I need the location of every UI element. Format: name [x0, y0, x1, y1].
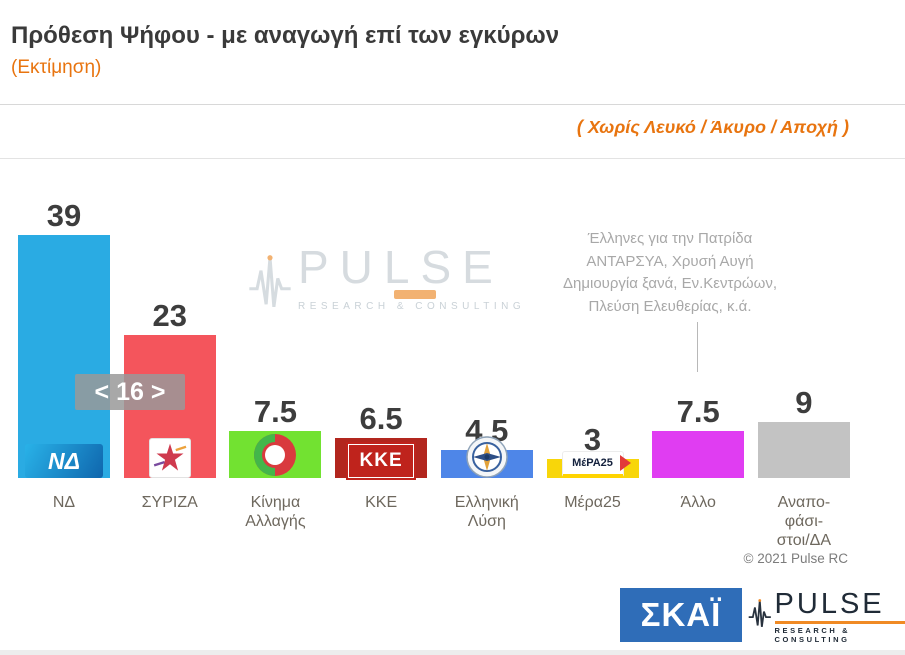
divider-top: [0, 104, 905, 105]
bar-0: [18, 235, 110, 478]
nd-logo: ΝΔ: [25, 444, 103, 478]
bar-column: 9 Αναπο- φάσι- στοι/ΔΑ: [757, 170, 850, 551]
bar-zone: 23: [123, 170, 216, 478]
bar-zone: 9: [757, 170, 850, 478]
mera25-logo: ΜέΡΑ25: [561, 451, 631, 478]
category-label: Αναπο- φάσι- στοι/ΔΑ: [776, 494, 832, 550]
ellysi-logo: [466, 436, 508, 478]
lead-difference-badge: < 16 >: [75, 374, 185, 410]
page-title: Πρόθεση Ψήφου - με αναγωγή επί των εγκύρ…: [11, 22, 560, 49]
pulse-footer-brand: PULSE: [774, 588, 885, 620]
bar-column: 23 ΣΥΡΙΖΑ: [123, 170, 216, 551]
kinal-logo: [252, 432, 298, 478]
bar-zone: 6.5 ΚΚΕ: [335, 170, 428, 480]
bar-column: 3 ΜέΡΑ25 Μέρα25: [546, 170, 639, 551]
bar-columns: 39 ΝΔ ΝΔ 23 ΣΥΡΙΖΑ 7.5 Κίνημα Αλλαγής 6.5 ΚΚΕ ΚΚΕ…: [18, 170, 850, 551]
annotation-pointer-line: [697, 322, 698, 372]
copyright: © 2021 Pulse RC: [743, 551, 849, 566]
category-label: ΚΚΕ: [365, 494, 398, 511]
category-label: ΣΥΡΙΖΑ: [141, 494, 198, 511]
bar-zone: 3 ΜέΡΑ25: [546, 170, 639, 478]
bar-column: 39 ΝΔ ΝΔ: [18, 170, 110, 551]
bar-value-label: 7.5: [676, 394, 720, 430]
bar-value-label: 7.5: [253, 394, 297, 430]
category-label: ΝΔ: [52, 494, 76, 511]
bar-zone: 7.5: [229, 170, 322, 478]
bar-zone: 39 ΝΔ: [18, 170, 110, 478]
bar-column: 6.5 ΚΚΕ ΚΚΕ: [335, 170, 428, 551]
bar-column: 7.5 Κίνημα Αλλαγής: [229, 170, 322, 551]
bar-value-label: 3: [583, 422, 602, 458]
bar-zone: 4.5: [440, 170, 533, 478]
bar-value-label: 23: [152, 297, 187, 333]
pulse-footer-logo: PULSE RESEARCH & CONSULTING: [748, 590, 905, 644]
category-label: Ελληνική Λύση: [454, 494, 519, 531]
bar-zone: 7.5: [652, 170, 745, 478]
divider-chart: [0, 158, 905, 159]
bar-column: 4.5 Ελληνική Λύση: [440, 170, 533, 551]
page-subtitle: (Εκτίμηση): [11, 57, 102, 78]
bar-value-label: 6.5: [359, 400, 403, 436]
category-label: Μέρα25: [564, 494, 621, 511]
bar-value-label: 9: [795, 384, 813, 420]
pulse-footer-tagline: RESEARCH & CONSULTING: [774, 626, 851, 644]
bar-6: [652, 431, 745, 478]
skai-logo: ΣΚΑΪ: [620, 588, 742, 642]
category-label: Κίνημα Αλλαγής: [245, 494, 306, 531]
exclusion-note: ( Χωρίς Λευκό / Άκυρο / Αποχή ): [576, 117, 849, 137]
kke-logo: ΚΚΕ: [346, 442, 417, 480]
bar-chart: Έλληνες για την Πατρίδα ΑΝΤΑΡΣΥΑ, Χρυσή …: [18, 170, 850, 550]
category-label: Άλλο: [680, 494, 716, 511]
syriza-logo: [148, 438, 191, 478]
bar-column: 7.5 Άλλο: [652, 170, 745, 551]
other-parties-annotation: Έλληνες για την Πατρίδα ΑΝΤΑΡΣΥΑ, Χρυσή …: [563, 230, 777, 315]
mera25-arrow-icon: [619, 455, 631, 471]
pulse-footer-text: PULSE RESEARCH & CONSULTING: [774, 588, 905, 644]
bar-7: [757, 421, 850, 478]
pulse-footer-accent: [774, 621, 905, 624]
bar-value-label: 39: [46, 198, 82, 234]
pulse-waveform-icon: [748, 599, 771, 627]
